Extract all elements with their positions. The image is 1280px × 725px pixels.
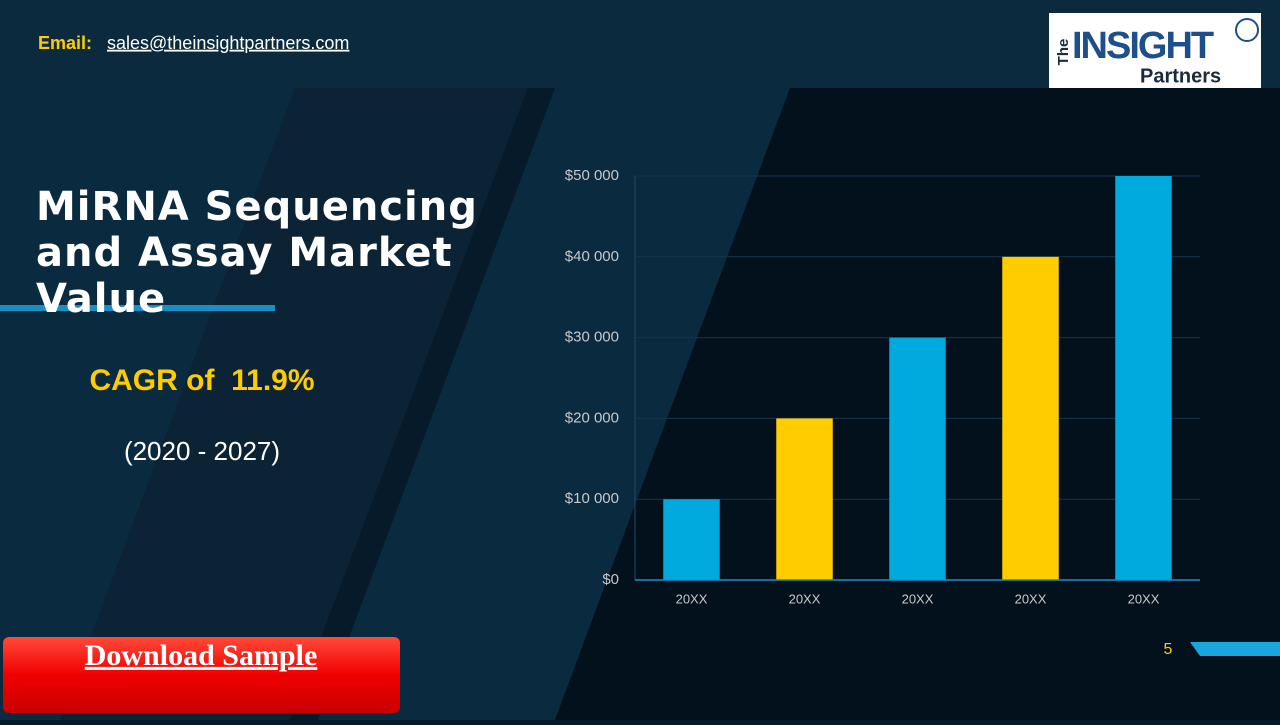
title-box: MiRNA Sequencing and Assay Market Value [36,184,478,322]
bar [663,499,720,580]
logo-partners: Partners [1140,65,1221,87]
y-tick-label: $20 000 [565,409,619,426]
y-tick-label: $0 [602,571,619,588]
x-tick-label: 20XX [902,591,934,606]
x-tick-label: 20XX [676,591,708,606]
accent-line [0,305,275,311]
logo-box [1049,13,1261,88]
cagr: CAGR of 11.9% [89,364,314,397]
email-label: Email: [38,33,92,53]
chart: $0 $10 000 $20 000 $30 000 $40 000 $50 000 20X… [565,167,1200,606]
logo-the: The [1055,39,1072,66]
y-tick-label: $30 000 [565,329,619,346]
accent-tab [1190,642,1280,656]
x-tick-label: 20XX [789,591,821,606]
x-tick-label: 20XX [1015,591,1047,606]
title: MiRNA Sequencing and Assay Market Value [36,184,478,322]
page-number: 5 [1164,641,1173,658]
bar [1115,176,1172,580]
download-button[interactable] [3,637,400,713]
download-label[interactable]: Download Sample [85,639,318,672]
logo-swoosh [1235,18,1259,42]
y-tick-label: $10 000 [565,490,619,507]
x-tick-label: 20XX [1128,591,1160,606]
y-tick-label: $50 000 [565,167,619,184]
stripe [0,88,295,720]
stripe [318,88,790,720]
bar [889,337,946,580]
bar [776,418,833,580]
stripe [290,88,555,720]
bar [1002,256,1059,580]
email-link[interactable]: sales@theinsightpartners.com [107,33,349,53]
logo-insight: INSIGHT [1072,25,1214,67]
y-tick-label: $40 000 [565,248,619,265]
stripe [60,88,528,720]
period: (2020 - 2027) [124,436,280,466]
